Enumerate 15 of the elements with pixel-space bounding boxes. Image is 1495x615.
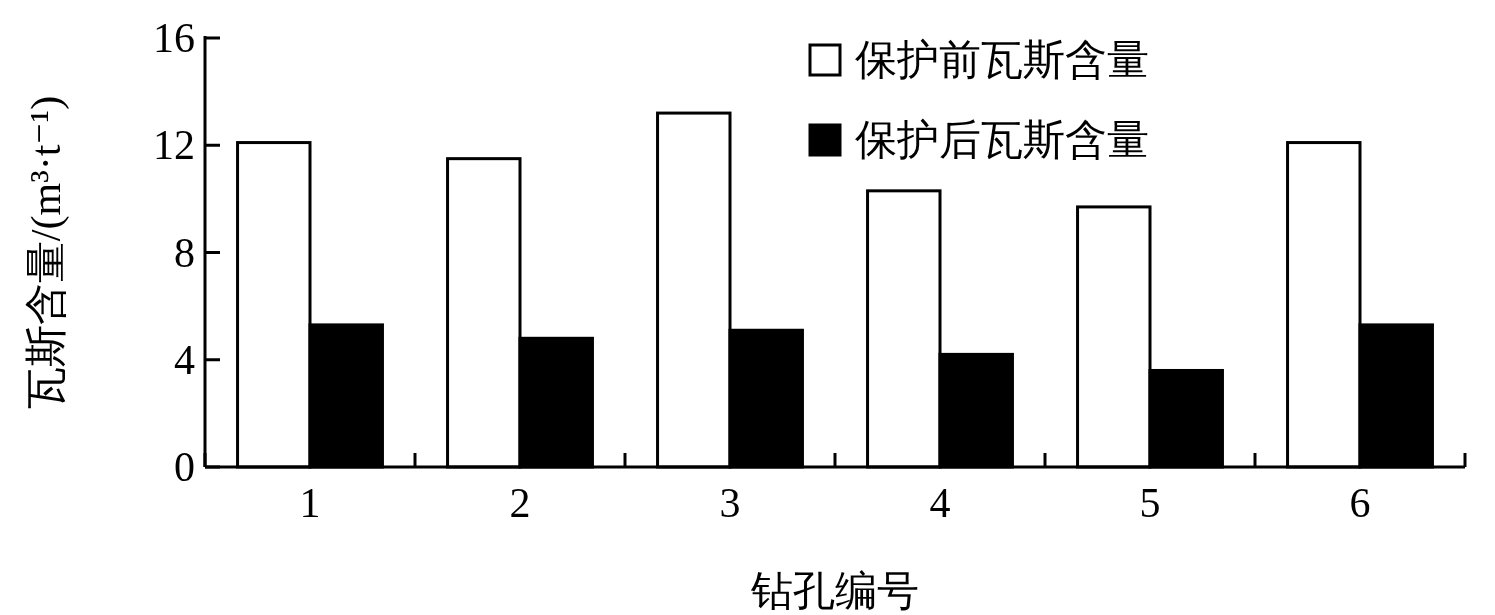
x-tick-label: 6 [1349, 480, 1371, 526]
x-tick-label: 3 [719, 480, 741, 526]
x-axis-title: 钻孔编号 [750, 568, 919, 614]
y-tick-label: 16 [153, 15, 195, 61]
x-tick-label: 2 [509, 480, 531, 526]
y-tick-label: 0 [174, 444, 195, 490]
y-axis-title: 瓦斯含量/(m³·t⁻¹) [23, 95, 70, 410]
y-tick-label: 8 [174, 229, 195, 276]
x-tick-label: 1 [299, 480, 321, 526]
x-tick-label: 4 [929, 480, 951, 526]
y-tick-label: 4 [174, 336, 195, 383]
legend-label: 保护前瓦斯含量 [855, 37, 1149, 83]
legend-label: 保护后瓦斯含量 [855, 117, 1149, 163]
x-tick-label: 5 [1139, 480, 1161, 526]
y-tick-label: 12 [153, 122, 195, 169]
